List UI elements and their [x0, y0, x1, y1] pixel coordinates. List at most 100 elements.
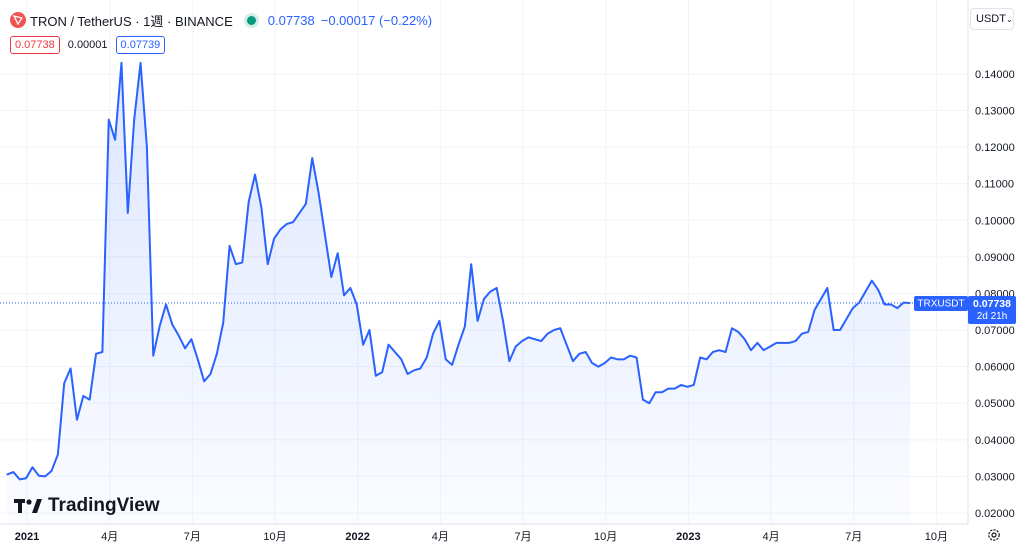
- price-axis[interactable]: 0.02000 0.03000 0.04000 0.05000 0.06000 0.070…: [975, 69, 1015, 520]
- data-point: [356, 303, 358, 306]
- data-point: [635, 356, 638, 359]
- data-point: [864, 291, 867, 293]
- y-tick-label: 0.13000: [975, 106, 1015, 118]
- data-point: [31, 466, 34, 468]
- data-point: [852, 307, 854, 309]
- data-point: [241, 261, 243, 263]
- data-point: [457, 344, 460, 346]
- x-tick-label: 4月: [762, 531, 779, 543]
- data-point: [445, 358, 447, 360]
- data-point: [203, 380, 205, 382]
- data-point: [686, 386, 689, 388]
- market-open-dot-icon: [246, 15, 256, 25]
- ask-price[interactable]: 0.07739: [115, 36, 166, 54]
- data-point: [788, 342, 790, 344]
- currency-value: USDT: [976, 13, 1006, 25]
- data-point: [368, 329, 371, 331]
- data-point: [871, 280, 873, 282]
- data-point: [794, 340, 797, 342]
- data-point: [63, 382, 65, 384]
- data-point: [305, 203, 307, 205]
- data-point: [737, 331, 739, 333]
- data-point: [597, 366, 600, 368]
- price-tag-countdown: 2d 21h: [977, 311, 1008, 322]
- data-point: [197, 358, 199, 360]
- data-point: [845, 318, 848, 320]
- y-tick-label: 0.02000: [975, 508, 1015, 520]
- data-point: [419, 367, 421, 370]
- bid-price[interactable]: 0.07738: [10, 36, 60, 54]
- data-point: [317, 192, 320, 194]
- data-point: [108, 119, 110, 121]
- data-point: [705, 358, 708, 360]
- x-tick-label: 2021: [15, 531, 39, 543]
- symbol-title[interactable]: TRON / TetherUS · 1週 · BINANCE: [30, 13, 233, 29]
- currency-select[interactable]: USDT ⌄: [970, 8, 1014, 30]
- data-point: [432, 333, 434, 335]
- data-point: [661, 391, 663, 393]
- data-point: [451, 364, 453, 366]
- data-point: [413, 369, 415, 371]
- data-point: [146, 146, 148, 148]
- data-point: [489, 291, 491, 293]
- data-point: [165, 303, 167, 306]
- data-point: [521, 340, 523, 342]
- data-point: [610, 356, 612, 359]
- data-point: [750, 349, 752, 351]
- symbol-header[interactable]: TRON / TetherUS · 1週 · BINANCE 0.07738 −…: [10, 9, 432, 31]
- data-point: [648, 402, 650, 404]
- data-point: [540, 340, 542, 342]
- data-point: [50, 470, 53, 472]
- data-point: [559, 327, 561, 329]
- data-point: [546, 333, 549, 335]
- data-point: [216, 353, 218, 355]
- data-point: [133, 119, 135, 121]
- data-point: [604, 362, 606, 364]
- x-tick-label: 10月: [925, 531, 948, 543]
- data-point: [801, 333, 803, 335]
- tradingview-watermark[interactable]: TradingView: [14, 495, 160, 517]
- spread-value: 0.00001: [67, 39, 108, 51]
- data-point: [578, 353, 580, 355]
- y-tick-label: 0.12000: [975, 142, 1015, 154]
- data-point: [387, 344, 390, 346]
- data-point: [337, 252, 339, 254]
- price-change: −0.00017 (−0.22%): [320, 12, 433, 28]
- price-tag: TRXUSDT 0.07738 2d 21h: [914, 295, 1016, 324]
- x-tick-label: 7月: [514, 531, 531, 543]
- data-point: [6, 474, 8, 476]
- data-point: [120, 62, 123, 64]
- data-point: [890, 303, 892, 306]
- data-point: [775, 342, 778, 344]
- data-point: [756, 342, 758, 344]
- data-point: [883, 303, 886, 306]
- time-axis[interactable]: 2021 4月 7月 10月 2022 4月 7月 10月 2023 4月 7月 10月: [15, 531, 948, 543]
- data-point: [152, 355, 154, 357]
- data-point: [585, 351, 587, 353]
- data-point: [292, 221, 294, 223]
- data-point: [483, 298, 485, 300]
- data-point: [57, 453, 59, 456]
- price-tag-price: 0.07738: [973, 298, 1011, 310]
- data-point: [820, 298, 822, 300]
- area-fill: [7, 62, 910, 525]
- data-point: [209, 373, 212, 375]
- data-point: [699, 356, 701, 359]
- data-point: [362, 344, 364, 346]
- data-point: [693, 384, 695, 386]
- x-tick-label: 7月: [184, 531, 201, 543]
- data-point: [286, 223, 288, 225]
- data-point: [248, 201, 250, 203]
- data-point: [82, 395, 84, 397]
- data-point: [400, 358, 402, 360]
- y-tick-label: 0.11000: [975, 179, 1014, 191]
- data-point: [718, 349, 720, 351]
- gear-icon[interactable]: [986, 527, 1002, 543]
- y-tick-label: 0.14000: [975, 69, 1015, 81]
- data-point: [267, 263, 269, 265]
- data-point: [25, 477, 27, 479]
- data-point: [273, 237, 275, 240]
- data-point: [101, 351, 103, 353]
- data-point: [877, 289, 879, 291]
